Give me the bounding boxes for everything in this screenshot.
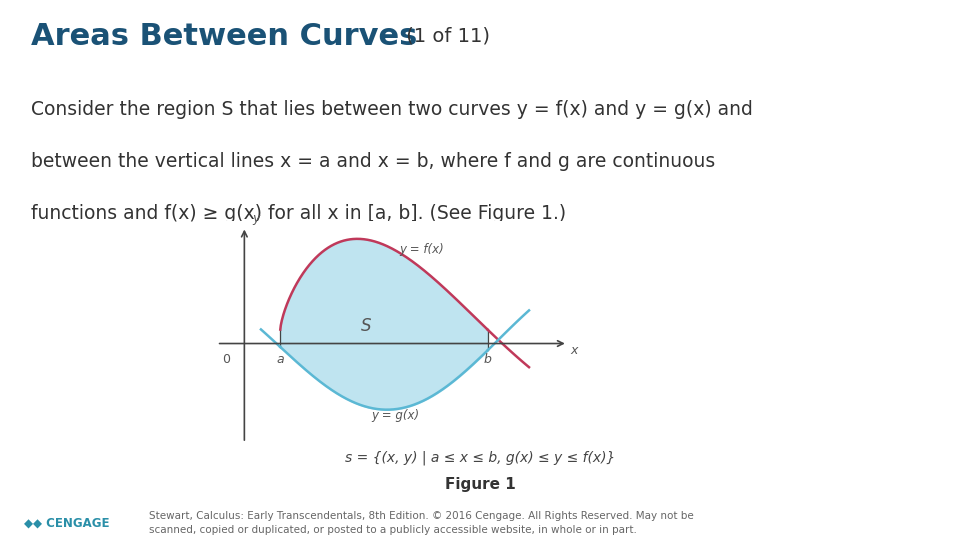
Text: b: b (484, 353, 492, 366)
Text: a: a (276, 353, 284, 366)
Text: x: x (570, 344, 578, 357)
Text: (1 of 11): (1 of 11) (400, 27, 491, 46)
Text: y = g(x): y = g(x) (372, 409, 420, 422)
Text: y: y (252, 212, 260, 225)
Text: y = f(x): y = f(x) (399, 243, 444, 256)
Text: Figure 1: Figure 1 (444, 477, 516, 492)
Text: Stewart, Calculus: Early Transcendentals, 8th Edition. © 2016 Cengage. All Right: Stewart, Calculus: Early Transcendentals… (149, 511, 693, 535)
Text: 0: 0 (223, 353, 230, 366)
Text: between the vertical lines x = a and x = b, where f and g are continuous: between the vertical lines x = a and x =… (31, 152, 715, 171)
Text: functions and f(x) ≥ g(x) for all x in [a, b]. (See Figure 1.): functions and f(x) ≥ g(x) for all x in [… (31, 204, 565, 223)
Text: Areas Between Curves: Areas Between Curves (31, 22, 417, 51)
Text: Consider the region S that lies between two curves y = f(x) and y = g(x) and: Consider the region S that lies between … (31, 100, 753, 119)
Text: s = {(x, y) | a ≤ x ≤ b, g(x) ≤ y ≤ f(x)}: s = {(x, y) | a ≤ x ≤ b, g(x) ≤ y ≤ f(x)… (345, 451, 615, 465)
Text: S: S (361, 317, 372, 335)
Text: ◆◆ CENGAGE: ◆◆ CENGAGE (24, 516, 109, 529)
